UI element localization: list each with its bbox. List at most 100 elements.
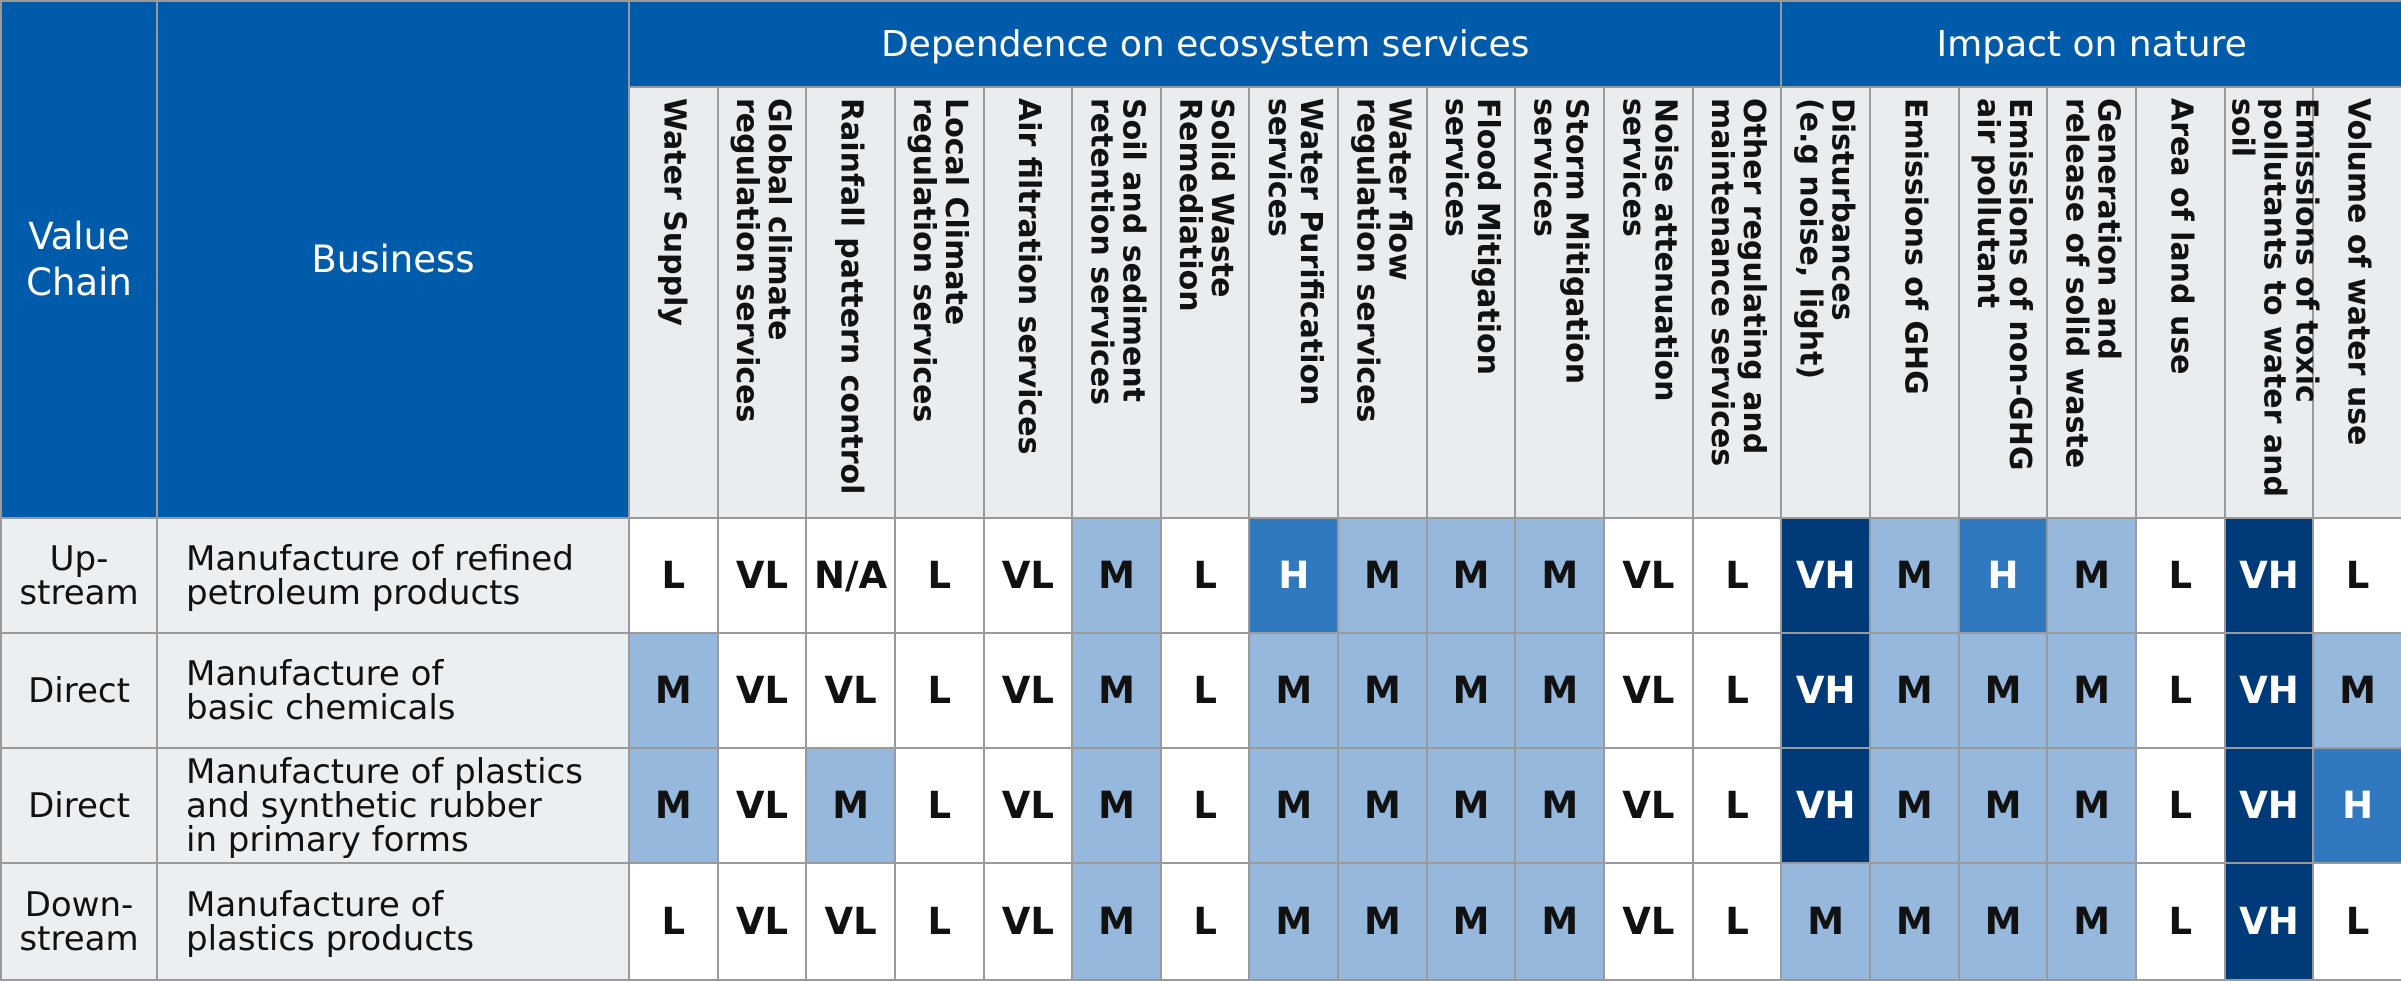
- rating-cell: VH: [2223, 517, 2315, 634]
- rating-cell: M: [1514, 747, 1606, 864]
- rating-cell: M: [1514, 517, 1606, 634]
- rating-cell: VL: [716, 517, 808, 634]
- rating-cell: H: [1957, 517, 2049, 634]
- rating-cell: M: [1869, 632, 1960, 749]
- rating-cell: VL: [716, 632, 808, 749]
- rating-cell: L: [2134, 517, 2226, 634]
- rating-cell: VL: [805, 862, 896, 981]
- rating-cell: L: [628, 862, 719, 981]
- rating-cell: M: [1337, 517, 1428, 634]
- rating-cell: L: [1159, 862, 1251, 981]
- rating-cell: M: [1869, 862, 1960, 981]
- rating-cell: L: [2134, 747, 2226, 864]
- rating-cell: M: [1248, 862, 1340, 981]
- column-header: Other regulating and maintenance service…: [1691, 86, 1783, 519]
- rating-cell: M: [2046, 632, 2137, 749]
- rating-cell: VH: [2223, 747, 2315, 864]
- column-label: Solid Waste Remediation: [1172, 98, 1240, 312]
- rating-cell: L: [1159, 517, 1251, 634]
- rating-cell: M: [628, 747, 719, 864]
- column-header: Rainfall pattern control: [805, 86, 896, 519]
- column-label: Area of land use: [2163, 98, 2199, 375]
- rating-cell: VL: [982, 632, 1074, 749]
- rating-cell: M: [1425, 517, 1517, 634]
- column-label: Emissions of toxic pollutants to water a…: [2224, 98, 2324, 497]
- rating-cell: M: [1869, 747, 1960, 864]
- rating-cell: N/A: [805, 517, 896, 634]
- column-header: Emissions of toxic pollutants to water a…: [2223, 86, 2324, 519]
- rating-cell: L: [893, 632, 985, 749]
- rating-cell: VH: [2223, 862, 2315, 981]
- rating-cell: L: [1691, 517, 1783, 634]
- value-chain: Direct: [0, 632, 158, 749]
- rating-cell: L: [1691, 862, 1783, 981]
- rating-cell: L: [628, 517, 719, 634]
- column-header: Noise attenuation services: [1603, 86, 1694, 519]
- business: Manufacture of refined petroleum product…: [156, 517, 630, 634]
- rating-cell: L: [1691, 747, 1783, 864]
- rating-cell: L: [2312, 517, 2401, 634]
- column-label: Noise attenuation services: [1615, 98, 1683, 402]
- rating-cell: M: [1337, 862, 1428, 981]
- rating-cell: VL: [982, 862, 1074, 981]
- rating-cell: M: [1337, 632, 1428, 749]
- rating-cell: VL: [716, 747, 808, 864]
- rating-cell: VL: [716, 862, 808, 981]
- column-header: Solid Waste Remediation: [1159, 86, 1251, 519]
- rating-cell: M: [1780, 862, 1872, 981]
- group-header-row: Value Chain Business Dependence on ecosyst…: [0, 0, 2401, 519]
- column-header: Generation and release of solid waste: [2046, 86, 2137, 519]
- column-label: Other regulating and maintenance service…: [1704, 98, 1772, 467]
- rating-cell: VL: [805, 632, 896, 749]
- column-label: Volume of water use: [2340, 98, 2376, 446]
- rating-cell: M: [1248, 747, 1340, 864]
- column-header: Disturbances (e.g noise, light): [1780, 86, 1872, 519]
- column-header: Emissions of non-GHG air pollutant: [1957, 86, 2049, 519]
- rating-cell: L: [1159, 747, 1251, 864]
- rating-cell: M: [1425, 632, 1517, 749]
- value-chain: Direct: [0, 747, 158, 864]
- value-chain: Up- stream: [0, 517, 158, 634]
- rating-cell: L: [2312, 862, 2401, 981]
- rating-cell: M: [1957, 632, 2049, 749]
- column-label: Water Supply: [656, 98, 692, 326]
- value-chain: Down- stream: [0, 862, 158, 981]
- column-label: Global climate regulation services: [728, 98, 796, 423]
- rating-cell: M: [1514, 862, 1606, 981]
- column-header: Water flow regulation services: [1337, 86, 1428, 519]
- group-header: Impact on nature: [1780, 0, 2401, 88]
- column-label: Local Climate regulation services: [906, 98, 974, 423]
- column-label: Storm Mitigation services: [1526, 98, 1594, 385]
- rating-cell: L: [1691, 632, 1783, 749]
- rating-cell: M: [1071, 747, 1162, 864]
- rating-cell: VL: [1603, 632, 1694, 749]
- rating-cell: L: [2134, 632, 2226, 749]
- rating-cell: M: [1248, 632, 1340, 749]
- rating-cell: M: [805, 747, 896, 864]
- column-header: Volume of water use: [2312, 86, 2401, 519]
- rating-cell: M: [1071, 517, 1162, 634]
- business: Manufacture of basic chemicals: [156, 632, 630, 749]
- group-header: Dependence on ecosystem services: [627, 0, 1783, 88]
- rating-cell: M: [2312, 632, 2401, 749]
- rating-cell: VL: [982, 517, 1074, 634]
- rating-cell: M: [1071, 632, 1162, 749]
- column-header: Air filtration services: [982, 86, 1074, 519]
- column-header: Emissions of GHG: [1869, 86, 1960, 519]
- column-label: Generation and release of solid waste: [2058, 98, 2126, 469]
- column-header: Soil and sediment retention services: [1071, 86, 1162, 519]
- business-header: Business: [156, 0, 630, 519]
- column-label: Water flow regulation services: [1349, 98, 1417, 423]
- rating-cell: L: [893, 517, 985, 634]
- column-header: Storm Mitigation services: [1514, 86, 1606, 519]
- rating-cell: L: [893, 862, 985, 981]
- rating-cell: VH: [1780, 747, 1872, 864]
- rating-cell: L: [1159, 632, 1251, 749]
- column-label: Flood Mitigation services: [1438, 98, 1506, 375]
- column-header: Local Climate regulation services: [893, 86, 985, 519]
- column-label: Soil and sediment retention services: [1083, 98, 1151, 406]
- rating-cell: M: [1425, 747, 1517, 864]
- column-header: Water Purification services: [1248, 86, 1340, 519]
